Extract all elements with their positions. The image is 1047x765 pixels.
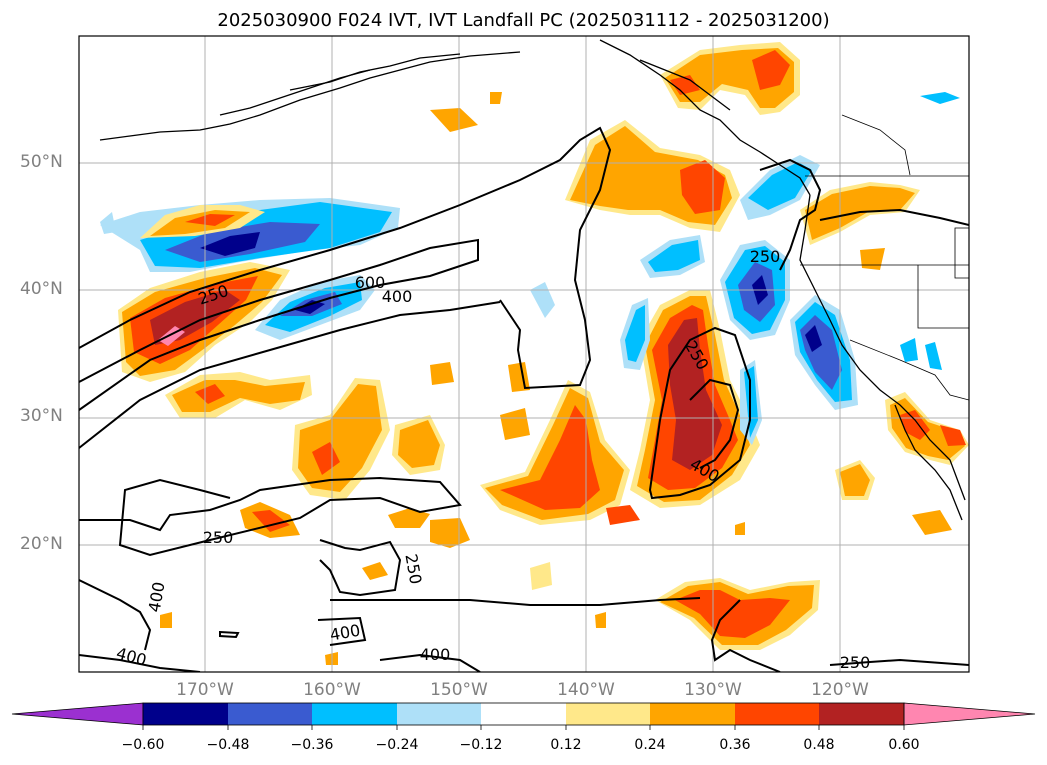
contour-label: 600 [355, 273, 386, 292]
lon-label-170w: 170°W [176, 680, 234, 700]
lat-label-50n: 50°N [20, 152, 63, 172]
contour-label: 250 [203, 528, 234, 547]
colorbar-swatch [143, 703, 228, 725]
colorbar-swatch [397, 703, 481, 725]
positive-patch-mid [165, 92, 552, 590]
contour-label: 400 [382, 287, 413, 306]
lon-label-160w: 160°W [303, 680, 361, 700]
colorbar-extend-low [11, 702, 144, 726]
colorbar-frame [142, 702, 905, 726]
colorbar-extend-high [903, 702, 1036, 726]
colorbar-tick-label: −0.24 [375, 737, 419, 753]
colorbar-tick-label: 0.48 [803, 737, 835, 753]
contour-label: 250 [840, 653, 871, 672]
negative-patch-east [100, 92, 960, 445]
map-title: 2025030900 F024 IVT, IVT Landfall PC (20… [217, 10, 830, 31]
colorbar [11, 702, 1036, 730]
lat-label-20n: 20°N [20, 534, 63, 554]
lat-label-40n: 40°N [20, 279, 63, 299]
colorbar-tick-label: 0.24 [634, 737, 666, 753]
colorbar-tick-label: 0.12 [550, 737, 582, 753]
colorbar-swatch [228, 703, 312, 725]
colorbar-tick-label: 0.36 [719, 737, 751, 753]
colorbar-swatch [819, 703, 904, 725]
colorbar-tick-label: −0.48 [206, 737, 250, 753]
contour-label: 400 [420, 645, 451, 664]
positive-ar-core [118, 262, 290, 382]
coastlines [99, 39, 966, 521]
colorbar-tick-label: −0.36 [290, 737, 334, 753]
lon-label-120w: 120°W [811, 680, 869, 700]
map-frame [78, 35, 970, 673]
colorbar-swatch [481, 703, 566, 725]
colorbar-swatch [735, 703, 819, 725]
borders [800, 114, 969, 401]
graticule [79, 36, 969, 672]
lon-label-140w: 140°W [557, 680, 615, 700]
lat-label-30n: 30°N [20, 406, 63, 426]
contour-label: 250 [750, 247, 781, 266]
colorbar-swatch [566, 703, 650, 725]
colorbar-tick-label: −0.12 [459, 737, 503, 753]
colorbar-tick-label: −0.60 [121, 737, 165, 753]
ivt-contours [79, 126, 969, 672]
lon-label-130w: 130°W [684, 680, 742, 700]
colorbar-swatch [650, 703, 735, 725]
lon-label-150w: 150°W [430, 680, 488, 700]
colorbar-swatch [312, 703, 397, 725]
positive-patch-nw [140, 205, 265, 238]
positive-patch-central [480, 380, 630, 525]
colorbar-tick-label: 0.60 [888, 737, 920, 753]
